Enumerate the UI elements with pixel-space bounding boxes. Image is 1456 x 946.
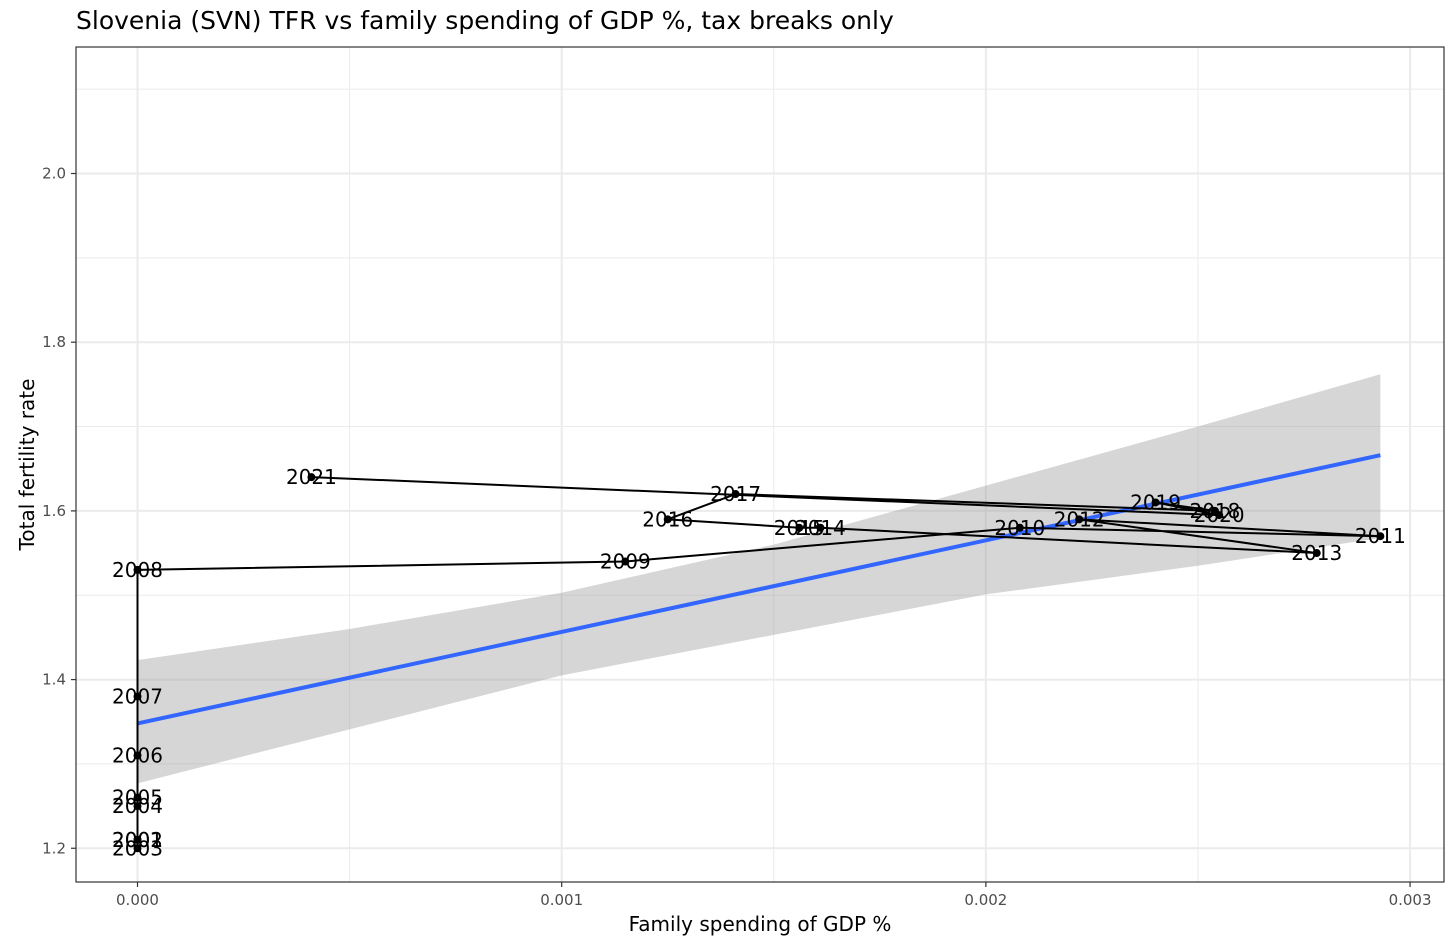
x-tick-label: 0.000 bbox=[116, 891, 159, 909]
data-point bbox=[1312, 549, 1321, 558]
data-points bbox=[133, 473, 1385, 853]
y-axis-title: Total fertility rate bbox=[15, 379, 39, 552]
year-path-line bbox=[136, 476, 1382, 850]
confidence-band-area bbox=[137, 374, 1381, 784]
x-tick-label: 0.002 bbox=[964, 891, 1007, 909]
data-point bbox=[816, 523, 825, 532]
y-tick-label: 1.6 bbox=[42, 502, 66, 520]
x-axis-title: Family spending of GDP % bbox=[629, 912, 892, 936]
data-point bbox=[133, 802, 142, 811]
data-point bbox=[1075, 515, 1084, 524]
data-point bbox=[663, 515, 672, 524]
regression-fit-line bbox=[137, 453, 1381, 726]
data-point bbox=[1015, 523, 1024, 532]
confidence-band bbox=[137, 374, 1381, 784]
data-point bbox=[1215, 511, 1224, 520]
point-label: 2016 bbox=[642, 507, 693, 531]
data-point bbox=[1376, 532, 1385, 541]
data-point bbox=[1151, 498, 1160, 507]
data-point bbox=[307, 473, 316, 482]
data-point bbox=[795, 523, 804, 532]
y-tick-label: 1.2 bbox=[42, 839, 66, 857]
grid-lines bbox=[76, 47, 1444, 882]
y-tick-label: 2.0 bbox=[42, 165, 66, 183]
point-label: 2010 bbox=[994, 516, 1045, 540]
axes: 0.000 0.001 0.002 0.003 1.2 1.4 1.6 1.8 2.0 bbox=[42, 165, 1431, 909]
point-label: 2011 bbox=[1355, 524, 1406, 548]
y-tick-label: 1.4 bbox=[42, 671, 66, 689]
year-path bbox=[136, 476, 1382, 850]
data-point bbox=[621, 557, 630, 566]
data-point bbox=[133, 565, 142, 574]
y-tick-label: 1.8 bbox=[42, 333, 66, 351]
x-tick-label: 0.003 bbox=[1389, 891, 1432, 909]
data-point bbox=[133, 844, 142, 853]
data-point bbox=[731, 490, 740, 499]
point-label: 2015 bbox=[774, 516, 825, 540]
point-label: 2002 bbox=[112, 828, 163, 852]
chart-title: Slovenia (SVN) TFR vs family spending of… bbox=[76, 6, 894, 35]
data-point bbox=[133, 835, 142, 844]
point-label: 2006 bbox=[112, 743, 163, 767]
point-label: 2021 bbox=[286, 465, 337, 489]
data-point bbox=[133, 692, 142, 701]
point-label: 2018 bbox=[1189, 499, 1240, 523]
point-label: 2014 bbox=[795, 516, 846, 540]
data-point bbox=[133, 751, 142, 760]
point-label: 2019 bbox=[1130, 490, 1181, 514]
point-label: 2003 bbox=[112, 836, 163, 860]
point-label: 2012 bbox=[1054, 507, 1105, 531]
point-label: 2007 bbox=[112, 684, 163, 708]
data-point bbox=[133, 793, 142, 802]
point-label: 2005 bbox=[112, 786, 163, 810]
point-label: 2013 bbox=[1291, 541, 1342, 565]
point-label: 2017 bbox=[710, 482, 761, 506]
x-tick-label: 0.001 bbox=[540, 891, 583, 909]
point-label: 2001 bbox=[112, 828, 163, 852]
point-label: 2008 bbox=[112, 558, 163, 582]
panel-border bbox=[75, 46, 1445, 883]
point-label: 2009 bbox=[600, 549, 651, 573]
regression-line bbox=[137, 453, 1381, 726]
point-label: 2020 bbox=[1194, 503, 1245, 527]
point-label: 2004 bbox=[112, 794, 163, 818]
